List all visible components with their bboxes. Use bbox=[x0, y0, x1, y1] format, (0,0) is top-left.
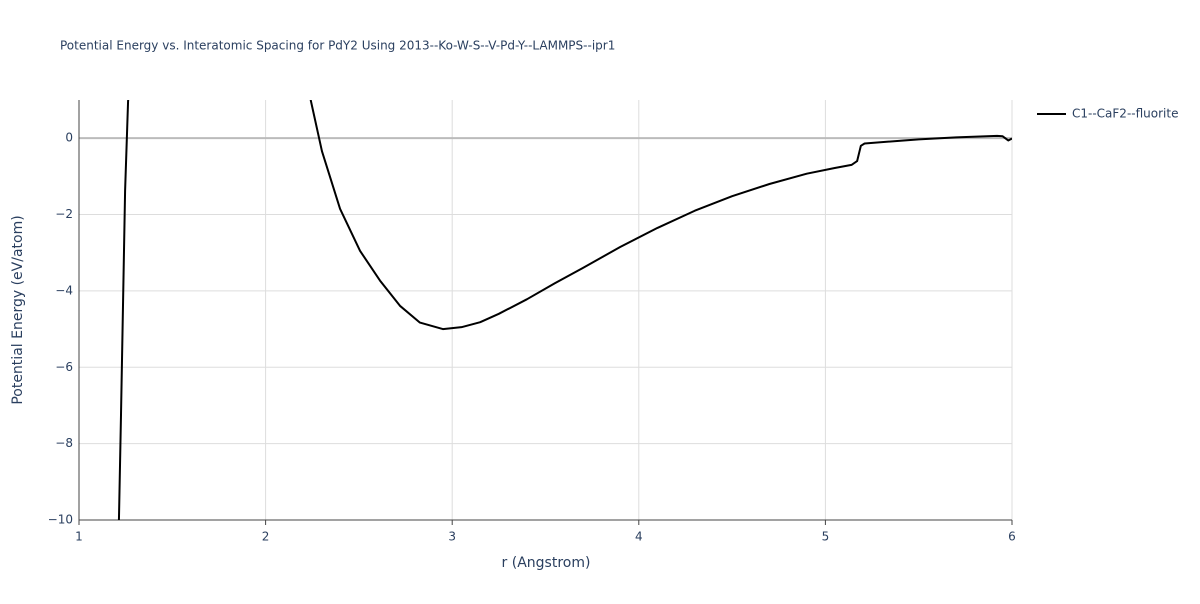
legend: C1--CaF2--fluorite bbox=[1037, 107, 1178, 121]
y-tick-label: −6 bbox=[55, 360, 73, 374]
y-tick-label: −10 bbox=[48, 513, 73, 527]
x-axis-label: r (Angstrom) bbox=[502, 555, 591, 571]
y-tick-label: −2 bbox=[55, 207, 73, 221]
x-tick-label: 1 bbox=[75, 530, 83, 544]
x-tick-label: 5 bbox=[822, 530, 830, 544]
chart-title: Potential Energy vs. Interatomic Spacing… bbox=[60, 39, 615, 53]
x-tick-label: 6 bbox=[1008, 530, 1016, 544]
plot-area bbox=[117, 100, 1012, 520]
y-tick-label: −4 bbox=[55, 283, 73, 297]
x-tick-label: 4 bbox=[635, 530, 643, 544]
data-line bbox=[117, 100, 1012, 520]
x-tick-label: 3 bbox=[448, 530, 456, 544]
y-tick-label: −8 bbox=[55, 436, 73, 450]
y-axis-label: Potential Energy (eV/atom) bbox=[10, 215, 26, 404]
x-tick-label: 2 bbox=[262, 530, 270, 544]
grid: 1 2 3 4 5 6 −10 −8 −6 −4 −2 0 bbox=[48, 100, 1016, 544]
legend-label: C1--CaF2--fluorite bbox=[1072, 107, 1178, 121]
y-tick-label: 0 bbox=[65, 131, 73, 145]
